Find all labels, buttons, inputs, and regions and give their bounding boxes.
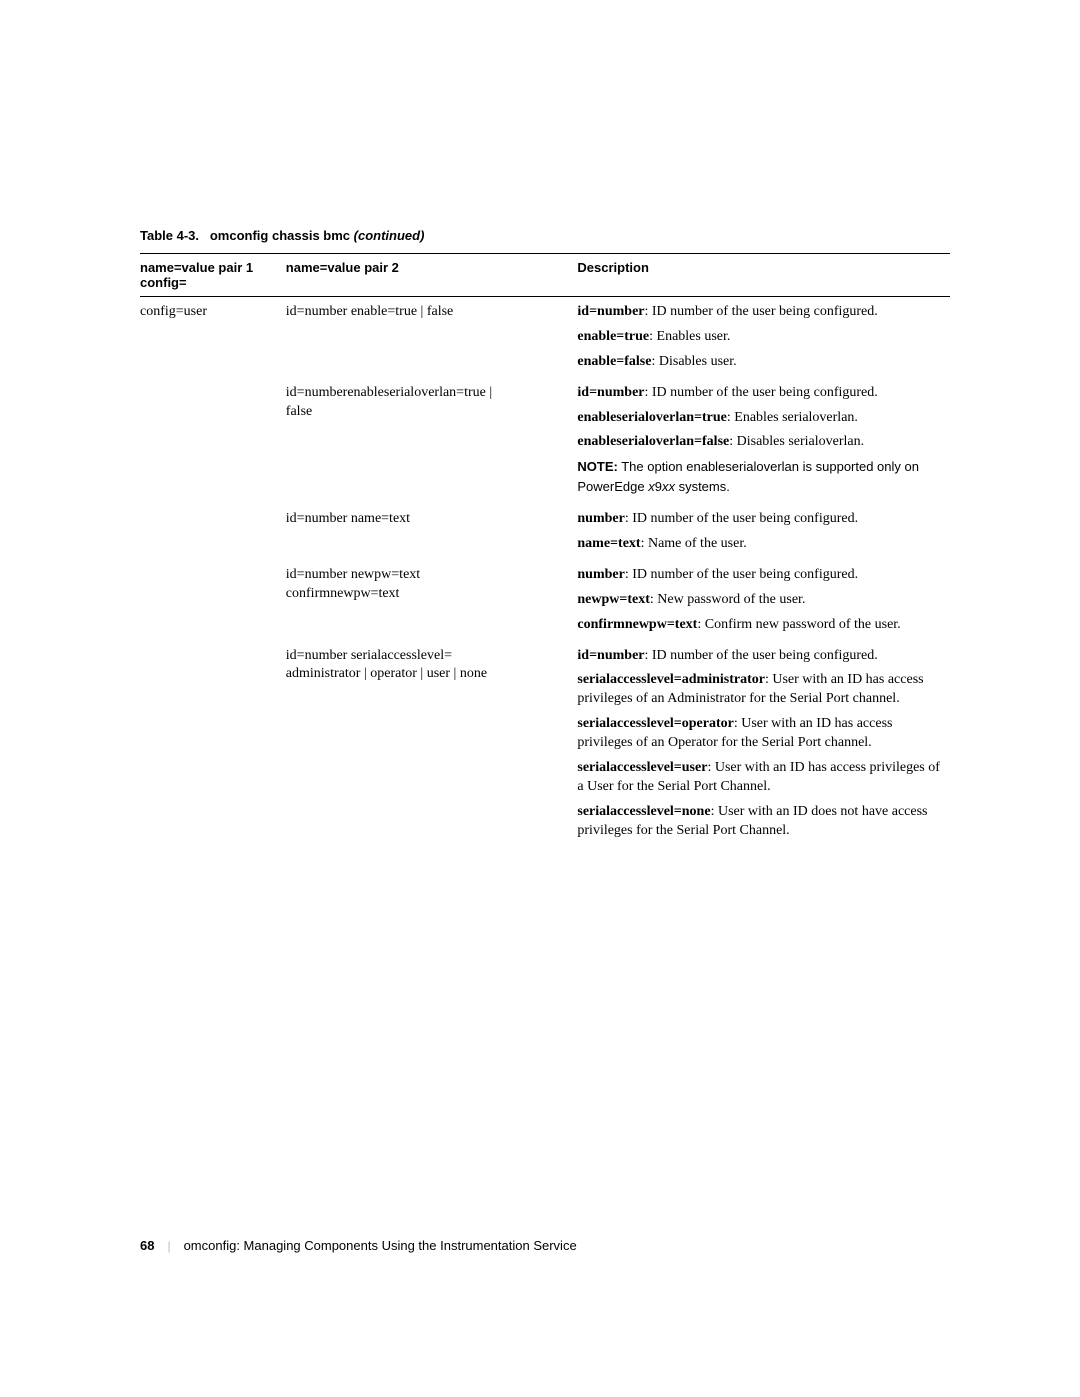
footer-title: omconfig: Managing Components Using the … <box>184 1238 577 1253</box>
param-line: administrator | operator | user | none <box>286 666 487 681</box>
desc-line: enableserialoverlan=false: Disables seri… <box>577 433 940 452</box>
desc-line: serialaccesslevel=none: User with an ID … <box>577 803 940 841</box>
desc-line: name=text: Name of the user. <box>577 535 940 554</box>
param-line: id=number newpw=text <box>286 567 420 582</box>
cell-param: id=number newpw=text confirmnewpw=text <box>286 560 578 641</box>
note-label: NOTE: <box>577 459 617 474</box>
desc-key: serialaccesslevel=administrator <box>577 672 765 687</box>
caption-prefix: Table 4-3. <box>140 228 199 243</box>
desc-text: : ID number of the user being configured… <box>645 385 878 400</box>
desc-text: : Enables serialoverlan. <box>727 410 858 425</box>
desc-text: : ID number of the user being configured… <box>625 567 858 582</box>
desc-key: enableserialoverlan=false <box>577 434 729 449</box>
desc-line: id=number: ID number of the user being c… <box>577 384 940 403</box>
desc-key: enable=false <box>577 354 651 369</box>
desc-key: number <box>577 511 624 526</box>
table-row: id=number name=text number: ID number of… <box>140 504 950 560</box>
desc-line: id=number: ID number of the user being c… <box>577 647 940 666</box>
caption-main: omconfig chassis bmc <box>210 228 350 243</box>
desc-line: serialaccesslevel=administrator: User wi… <box>577 671 940 709</box>
desc-text: : Name of the user. <box>641 536 747 551</box>
desc-line: number: ID number of the user being conf… <box>577 510 940 529</box>
param-line: confirmnewpw=text <box>286 586 400 601</box>
param-line: false <box>286 404 312 419</box>
desc-line: confirmnewpw=text: Confirm new password … <box>577 616 940 635</box>
desc-text: : Disables user. <box>651 354 736 369</box>
table-row: id=number serialaccesslevel= administrat… <box>140 641 950 847</box>
note-text: 9 <box>655 479 662 494</box>
config-table: name=value pair 1 config= name=value pai… <box>140 253 950 847</box>
table-row: config=user id=number enable=true | fals… <box>140 297 950 378</box>
desc-line: number: ID number of the user being conf… <box>577 566 940 585</box>
cell-empty <box>140 560 286 641</box>
desc-key: serialaccesslevel=none <box>577 804 710 819</box>
cell-param: id=number name=text <box>286 504 578 560</box>
desc-key: serialaccesslevel=operator <box>577 716 733 731</box>
desc-text: : Confirm new password of the user. <box>697 617 900 632</box>
desc-text: : Enables user. <box>649 329 730 344</box>
header-col1: name=value pair 1 config= <box>140 254 286 297</box>
desc-note: NOTE: The option enableserialoverlan is … <box>577 458 940 498</box>
desc-line: id=number: ID number of the user being c… <box>577 303 940 322</box>
desc-text: : ID number of the user being configured… <box>625 511 858 526</box>
note-ital: xx <box>662 479 675 494</box>
desc-key: name=text <box>577 536 640 551</box>
desc-line: enable=false: Disables user. <box>577 353 940 372</box>
page-content: Table 4-3. omconfig chassis bmc (continu… <box>0 0 1080 847</box>
cell-empty <box>140 378 286 504</box>
cell-param: id=number serialaccesslevel= administrat… <box>286 641 578 847</box>
note-text: The option <box>618 459 686 474</box>
cell-desc: id=number: ID number of the user being c… <box>577 641 950 847</box>
cell-empty <box>140 641 286 847</box>
param-line: id=numberenableserialoverlan=true | <box>286 385 492 400</box>
header-col2: name=value pair 2 <box>286 254 578 297</box>
desc-key: confirmnewpw=text <box>577 617 697 632</box>
table-header-row: name=value pair 1 config= name=value pai… <box>140 254 950 297</box>
table-row: id=number newpw=text confirmnewpw=text n… <box>140 560 950 641</box>
desc-line: enable=true: Enables user. <box>577 328 940 347</box>
desc-key: serialaccesslevel=user <box>577 760 707 775</box>
desc-key: enableserialoverlan=true <box>577 410 727 425</box>
header-col1-line1: name=value pair 1 <box>140 260 253 275</box>
desc-line: serialaccesslevel=user: User with an ID … <box>577 759 940 797</box>
cell-desc: number: ID number of the user being conf… <box>577 504 950 560</box>
desc-key: id=number <box>577 385 644 400</box>
header-col1-line2: config= <box>140 275 187 290</box>
cell-config: config=user <box>140 297 286 378</box>
cell-param: id=number enable=true | false <box>286 297 578 378</box>
desc-text: : ID number of the user being configured… <box>645 648 878 663</box>
desc-text: : New password of the user. <box>650 592 806 607</box>
table-caption: Table 4-3. omconfig chassis bmc (continu… <box>140 228 950 243</box>
cell-desc: id=number: ID number of the user being c… <box>577 297 950 378</box>
desc-line: enableserialoverlan=true: Enables serial… <box>577 409 940 428</box>
note-key: enableserialoverlan <box>686 459 799 474</box>
cell-desc: id=number: ID number of the user being c… <box>577 378 950 504</box>
footer-divider: | <box>168 1238 171 1253</box>
desc-line: newpw=text: New password of the user. <box>577 591 940 610</box>
desc-key: enable=true <box>577 329 649 344</box>
param-line: id=number serialaccesslevel= <box>286 648 452 663</box>
desc-text: : Disables serialoverlan. <box>729 434 864 449</box>
cell-empty <box>140 504 286 560</box>
caption-suffix: (continued) <box>354 228 425 243</box>
desc-key: id=number <box>577 304 644 319</box>
header-col3: Description <box>577 254 950 297</box>
desc-line: serialaccesslevel=operator: User with an… <box>577 715 940 753</box>
desc-text: : ID number of the user being configured… <box>645 304 878 319</box>
page-footer: 68 | omconfig: Managing Components Using… <box>140 1238 577 1254</box>
note-text: systems. <box>675 479 730 494</box>
cell-param: id=numberenableserialoverlan=true | fals… <box>286 378 578 504</box>
table-row: id=numberenableserialoverlan=true | fals… <box>140 378 950 504</box>
cell-desc: number: ID number of the user being conf… <box>577 560 950 641</box>
desc-key: number <box>577 567 624 582</box>
desc-key: id=number <box>577 648 644 663</box>
page-number: 68 <box>140 1238 154 1253</box>
desc-key: newpw=text <box>577 592 650 607</box>
